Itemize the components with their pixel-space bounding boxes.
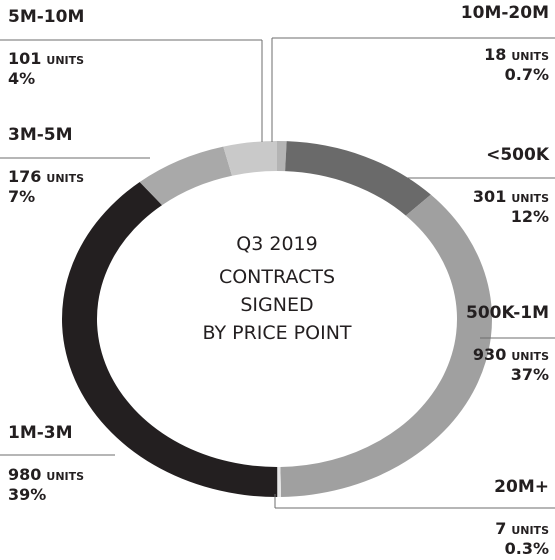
units-value: 176	[8, 167, 41, 186]
units-word: UNITS	[46, 470, 84, 483]
percent-label: 37%	[511, 365, 549, 384]
donut-slice	[139, 146, 233, 206]
category-label: 3M-5M	[8, 125, 73, 145]
units-label: 980 UNITS	[8, 465, 84, 484]
units-word: UNITS	[511, 192, 549, 205]
units-word: UNITS	[511, 524, 549, 537]
percent-label: 39%	[8, 485, 46, 504]
category-label: 500K-1M	[466, 303, 549, 323]
percent-label: 0.3%	[505, 539, 549, 558]
units-value: 101	[8, 49, 41, 68]
units-value: 301	[473, 187, 506, 206]
category-label: 20M+	[494, 477, 549, 497]
percent-label: 0.7%	[505, 65, 549, 84]
units-label: 930 UNITS	[473, 345, 549, 364]
units-label: 7 UNITS	[495, 519, 549, 538]
donut-slice	[277, 141, 287, 172]
units-value: 980	[8, 465, 41, 484]
center-title: SIGNED	[240, 294, 313, 316]
units-word: UNITS	[46, 54, 84, 67]
center-title: BY PRICE POINT	[202, 322, 351, 344]
units-label: 301 UNITS	[473, 187, 549, 206]
donut-slice	[285, 141, 431, 216]
category-label: 1M-3M	[8, 423, 73, 443]
units-value: 7	[495, 519, 506, 538]
units-value: 18	[484, 45, 506, 64]
category-label: 10M-20M	[461, 3, 549, 23]
percent-label: 7%	[8, 187, 35, 206]
units-word: UNITS	[46, 172, 84, 185]
units-word: UNITS	[511, 50, 549, 63]
donut-slice	[61, 182, 278, 497]
units-word: UNITS	[511, 350, 549, 363]
units-label: 18 UNITS	[484, 45, 549, 64]
percent-label: 12%	[511, 207, 549, 226]
units-value: 930	[473, 345, 506, 364]
donut-slice	[223, 141, 277, 176]
units-label: 176 UNITS	[8, 167, 84, 186]
center-title: CONTRACTS	[219, 266, 335, 288]
donut-slice	[277, 466, 282, 497]
percent-label: 4%	[8, 69, 35, 88]
units-label: 101 UNITS	[8, 49, 84, 68]
center-title: Q3 2019	[236, 233, 317, 255]
donut-slice	[280, 194, 492, 497]
category-label: 5M-10M	[8, 7, 84, 27]
category-label: <500K	[486, 145, 550, 165]
